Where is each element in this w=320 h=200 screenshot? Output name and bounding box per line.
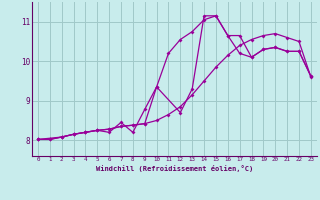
- X-axis label: Windchill (Refroidissement éolien,°C): Windchill (Refroidissement éolien,°C): [96, 165, 253, 172]
